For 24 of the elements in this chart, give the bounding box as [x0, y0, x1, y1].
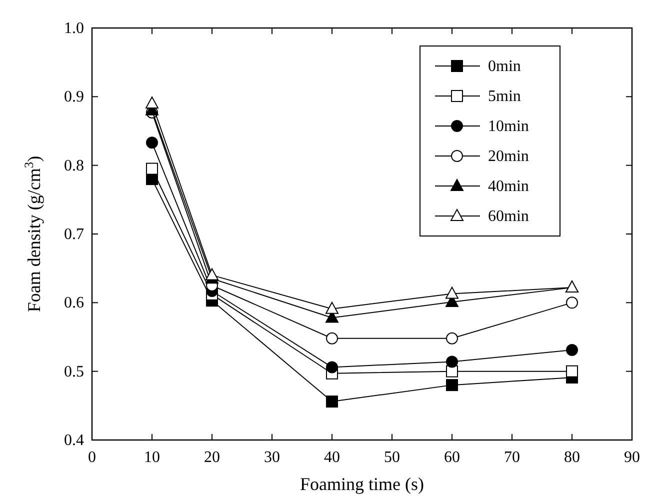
x-tick-label: 10	[144, 449, 160, 466]
x-tick-label: 40	[324, 449, 340, 466]
x-tick-label: 0	[88, 449, 96, 466]
x-tick-label: 50	[384, 449, 400, 466]
legend-label: 40min	[488, 178, 529, 195]
x-tick-label: 20	[204, 449, 220, 466]
y-tick-label: 0.5	[64, 363, 84, 380]
legend-label: 60min	[488, 208, 529, 225]
y-tick-label: 0.6	[64, 294, 84, 312]
legend-label: 0min	[488, 58, 521, 75]
x-axis-title: Foaming time (s)	[300, 474, 424, 494]
legend-label: 20min	[488, 148, 529, 165]
x-tick-label: 70	[504, 449, 520, 466]
y-tick-label: 0.8	[64, 157, 84, 174]
y-tick-label: 0.4	[64, 432, 84, 449]
y-tick-label: 1.0	[64, 20, 84, 37]
x-tick-label: 90	[624, 449, 640, 466]
y-tick-label: 0.9	[64, 88, 84, 106]
x-tick-label: 30	[264, 449, 280, 466]
legend-label: 5min	[488, 88, 521, 105]
legend-label: 10min	[488, 118, 529, 135]
x-tick-label: 80	[564, 449, 580, 466]
x-tick-label: 60	[444, 449, 460, 466]
y-tick-label: 0.7	[64, 226, 84, 243]
